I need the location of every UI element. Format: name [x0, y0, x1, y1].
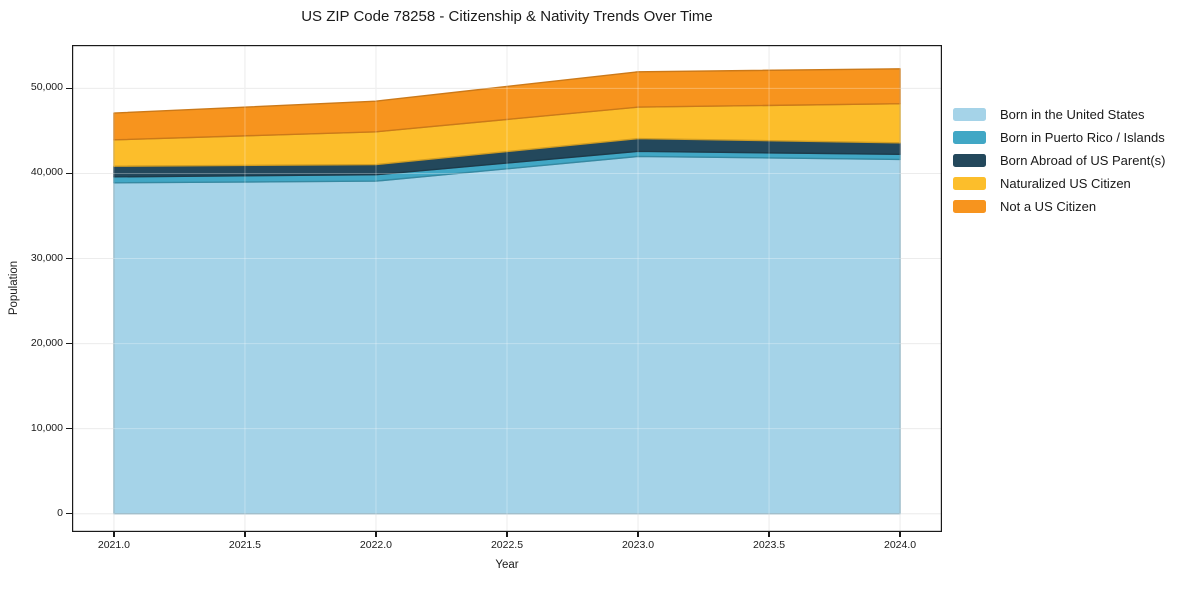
x-axis-tick: [768, 532, 770, 537]
x-axis-tick: [899, 532, 901, 537]
y-tick-label: 0: [57, 506, 63, 519]
x-tick-label: 2024.0: [884, 539, 917, 551]
legend-label-born-in-us: Born in the United States: [1000, 107, 1145, 122]
x-tick-label: 2023.0: [621, 539, 655, 551]
x-tick-label: 2022.5: [490, 539, 524, 551]
y-tick-label: 40,000: [30, 166, 63, 179]
x-axis-tick: [244, 532, 246, 537]
legend-item-not-citizen: Not a US Citizen: [953, 195, 1165, 218]
legend-swatch-born-in-us-icon: [953, 108, 986, 121]
x-tick-label: 2022.0: [359, 539, 393, 551]
x-axis-tick: [113, 532, 115, 537]
legend-item-born-abroad: Born Abroad of US Parent(s): [953, 149, 1165, 172]
y-tick-label: 10,000: [30, 421, 63, 434]
y-axis-tick: [66, 427, 72, 430]
legend-label-puerto-rico: Born in Puerto Rico / Islands: [1000, 130, 1165, 145]
y-axis-tick: [66, 513, 72, 515]
y-tick-label: 30,000: [30, 251, 63, 264]
legend-label-naturalized: Naturalized US Citizen: [1000, 176, 1131, 191]
legend-label-born-abroad: Born Abroad of US Parent(s): [1000, 153, 1166, 168]
y-axis-tick: [66, 257, 72, 260]
y-tick-label: 20,000: [30, 336, 63, 349]
x-axis-tick: [506, 532, 508, 537]
legend-item-born-in-us: Born in the United States: [953, 103, 1165, 126]
y-axis-tick: [66, 172, 72, 175]
legend-swatch-naturalized-icon: [953, 177, 986, 190]
legend-item-naturalized: Naturalized US Citizen: [953, 172, 1165, 195]
y-axis-tick: [66, 342, 72, 345]
legend-swatch-puerto-rico-icon: [953, 131, 986, 144]
legend-label-not-citizen: Not a US Citizen: [1000, 199, 1097, 214]
y-axis-tick: [66, 87, 72, 90]
x-tick-label: 2023.5: [752, 539, 786, 551]
y-axis-label: Population: [8, 260, 20, 316]
legend-swatch-born-abroad-icon: [953, 154, 986, 167]
x-axis-tick: [637, 532, 639, 537]
chart-canvas: [72, 45, 942, 532]
legend-swatch-not-citizen-icon: [953, 200, 986, 213]
x-axis-label: Year: [495, 559, 519, 571]
x-tick-label: 2021.5: [228, 539, 261, 551]
x-tick-label: 2021.0: [97, 539, 130, 551]
y-tick-label: 50,000: [30, 81, 63, 94]
legend: Born in the United States Born in Puerto…: [953, 103, 1165, 218]
legend-item-puerto-rico: Born in Puerto Rico / Islands: [953, 126, 1165, 149]
x-axis-tick: [375, 532, 377, 537]
chart-title: US ZIP Code 78258 - Citizenship & Nativi…: [301, 8, 713, 25]
